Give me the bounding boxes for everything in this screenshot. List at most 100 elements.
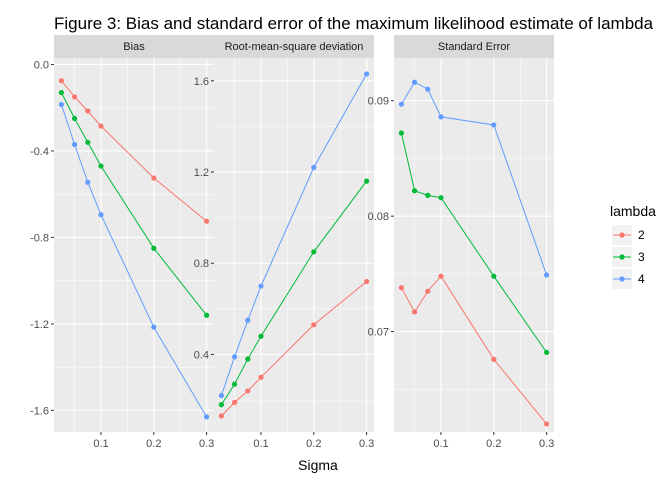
data-point-3 bbox=[398, 130, 404, 136]
series-line-4 bbox=[60, 104, 208, 418]
y-tick-label: 0.4 bbox=[194, 349, 209, 361]
data-point-4 bbox=[58, 101, 64, 108]
legend-label: 2 bbox=[638, 228, 645, 242]
legend-label: 4 bbox=[638, 272, 645, 286]
y-tick-label: -0.8 bbox=[30, 232, 49, 244]
y-tick-label: -1.2 bbox=[30, 319, 49, 331]
series-line-3 bbox=[220, 180, 368, 405]
y-tick-label: 0.07 bbox=[368, 327, 389, 339]
data-point-4 bbox=[218, 392, 224, 399]
series-line-3 bbox=[60, 92, 207, 316]
data-point-4 bbox=[411, 79, 418, 85]
data-point-4 bbox=[258, 283, 264, 289]
panel-strip-label: Root-mean-square deviation bbox=[225, 41, 364, 53]
x-tick-label: 0.3 bbox=[539, 438, 554, 450]
x-tick-label: 0.1 bbox=[433, 438, 448, 450]
panel-background bbox=[214, 58, 374, 432]
data-point-2 bbox=[151, 175, 157, 181]
data-point-2 bbox=[85, 108, 91, 114]
series-line-2 bbox=[221, 281, 367, 417]
data-point-3 bbox=[311, 249, 317, 255]
data-point-3 bbox=[411, 188, 418, 194]
data-point-2 bbox=[231, 399, 238, 405]
data-point-2 bbox=[544, 421, 550, 427]
legend: lambda 2 3 4 bbox=[610, 203, 656, 289]
data-point-2 bbox=[98, 123, 104, 129]
panel-background bbox=[394, 58, 554, 432]
x-tick-label: 0.2 bbox=[306, 438, 321, 450]
y-tick-label: 0.09 bbox=[368, 96, 389, 108]
data-point-2 bbox=[438, 273, 444, 279]
panel-strip bbox=[54, 35, 214, 58]
legend-key-point bbox=[619, 232, 625, 238]
x-tick-label: 0.2 bbox=[486, 438, 501, 450]
legend-title: lambda bbox=[610, 203, 656, 219]
y-tick-label: 0.0 bbox=[34, 59, 49, 71]
data-point-2 bbox=[218, 413, 224, 419]
data-point-3 bbox=[71, 115, 78, 122]
series-line-4 bbox=[400, 81, 548, 276]
data-point-4 bbox=[398, 101, 404, 107]
y-tick-label: 0.08 bbox=[368, 211, 389, 223]
data-point-4 bbox=[544, 272, 550, 278]
data-point-2 bbox=[311, 322, 317, 328]
data-point-3 bbox=[364, 178, 370, 184]
data-point-3 bbox=[98, 163, 104, 169]
data-point-3 bbox=[438, 195, 444, 201]
panel-2: Standard Error 0.07 0.08 0.09 0.1 0.2 0.3 bbox=[368, 35, 554, 450]
legend-key-point bbox=[619, 276, 625, 282]
data-point-4 bbox=[71, 141, 78, 148]
series-line-4 bbox=[220, 73, 368, 396]
data-point-3 bbox=[85, 139, 91, 145]
data-point-2 bbox=[71, 94, 78, 100]
data-point-4 bbox=[364, 71, 370, 77]
data-point-4 bbox=[311, 164, 317, 171]
data-point-2 bbox=[411, 309, 418, 315]
data-point-4 bbox=[231, 354, 238, 360]
data-point-3 bbox=[544, 349, 550, 355]
data-point-2 bbox=[491, 356, 497, 362]
x-tick-label: 0.3 bbox=[199, 438, 214, 450]
x-tick-label: 0.3 bbox=[359, 438, 374, 450]
panel-strip bbox=[394, 35, 554, 58]
y-tick-label: 0.8 bbox=[194, 258, 209, 270]
series-line-3 bbox=[400, 132, 548, 353]
y-tick-label: 1.6 bbox=[194, 76, 209, 88]
series-line-2 bbox=[400, 275, 547, 425]
data-point-2 bbox=[258, 374, 264, 380]
data-point-4 bbox=[491, 122, 497, 128]
facet-panels: Bias 0.0 -0.4 -0.8 -1.2 -1.6 0.1 0.2 0.3 Root-mea… bbox=[30, 35, 554, 450]
data-point-3 bbox=[204, 312, 210, 318]
data-point-2 bbox=[58, 78, 64, 84]
data-point-3 bbox=[245, 356, 251, 362]
x-tick-label: 0.1 bbox=[93, 438, 108, 450]
y-tick-label: -1.6 bbox=[30, 405, 49, 417]
series-line-2 bbox=[61, 80, 207, 222]
data-point-4 bbox=[151, 324, 157, 330]
x-tick-label: 0.2 bbox=[146, 438, 161, 450]
data-point-4 bbox=[204, 414, 210, 420]
data-point-3 bbox=[258, 333, 264, 339]
data-point-2 bbox=[245, 388, 251, 394]
data-point-4 bbox=[425, 86, 431, 92]
data-point-4 bbox=[85, 179, 91, 185]
x-tick-label: 0.1 bbox=[253, 438, 268, 450]
data-point-2 bbox=[204, 218, 210, 224]
x-axis-title: Sigma bbox=[298, 457, 338, 473]
data-point-3 bbox=[151, 245, 157, 251]
data-point-2 bbox=[364, 278, 370, 285]
panel-background bbox=[54, 58, 214, 432]
panel-strip bbox=[214, 35, 374, 58]
data-point-3 bbox=[58, 89, 64, 96]
data-point-3 bbox=[491, 273, 497, 279]
y-tick-label: -0.4 bbox=[30, 146, 49, 158]
data-point-2 bbox=[425, 288, 431, 294]
legend-label: 3 bbox=[638, 250, 645, 264]
y-tick-label: 1.2 bbox=[194, 167, 209, 179]
data-point-3 bbox=[425, 192, 431, 198]
legend-key-point bbox=[619, 254, 625, 260]
panel-strip-label: Bias bbox=[123, 41, 145, 53]
data-point-3 bbox=[218, 402, 224, 408]
data-point-4 bbox=[98, 212, 104, 218]
